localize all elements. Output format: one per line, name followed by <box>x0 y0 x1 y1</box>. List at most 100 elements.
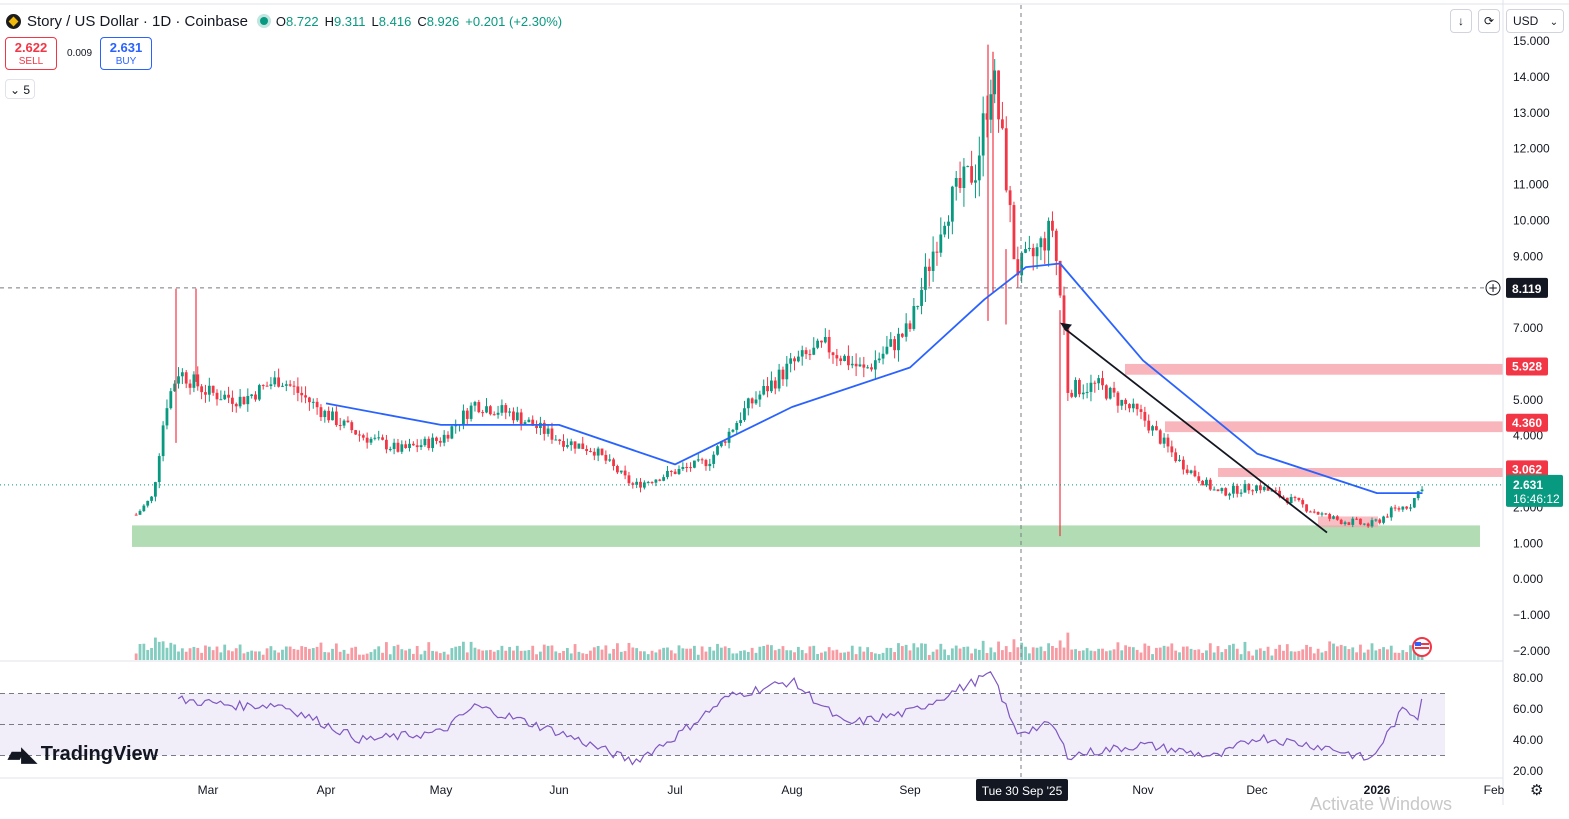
volume-bar <box>1174 650 1178 660</box>
tradingview-logo[interactable]: ▰◣ TradingView <box>8 742 158 767</box>
candle-body <box>1101 378 1104 386</box>
volume-bar <box>1374 650 1378 660</box>
close-key: C <box>417 13 427 29</box>
volume-bar <box>847 651 850 660</box>
volume-bar <box>200 652 204 660</box>
volume-bar <box>250 650 254 660</box>
volume-bar <box>1004 646 1008 660</box>
volume-bar <box>527 650 531 660</box>
rsi-tick-label: 60.00 <box>1513 702 1543 716</box>
candle-body <box>966 166 970 168</box>
volume-bar <box>1147 645 1151 660</box>
crosshair-price-box <box>1506 277 1548 298</box>
candle-body <box>277 377 281 387</box>
candle-body <box>1170 446 1174 453</box>
candle-body <box>1139 409 1143 412</box>
candle-body <box>331 411 334 421</box>
volume-bar <box>535 654 538 660</box>
volume-bar <box>473 647 477 660</box>
candle-body <box>257 385 261 400</box>
candle-body <box>1297 497 1301 501</box>
crosshair-date-label: Tue 30 Sep '25 <box>982 784 1063 798</box>
chevron-down-icon: ⌄ <box>9 83 21 97</box>
candle-body <box>1201 480 1205 486</box>
candle-body <box>731 429 735 432</box>
resistance-zone <box>1125 363 1503 375</box>
candle-body <box>627 475 631 484</box>
support-zone <box>132 525 1480 547</box>
candle-body <box>219 399 223 401</box>
candle-body <box>1262 486 1266 491</box>
volume-bar <box>581 653 585 660</box>
sell-button[interactable]: 2.622 SELL <box>5 37 57 70</box>
volume-bar <box>589 650 592 660</box>
trend-line <box>1063 327 1328 534</box>
candle-body <box>1393 507 1397 509</box>
download-button[interactable]: ↓ <box>1450 9 1472 33</box>
currency-select[interactable]: USD ⌄ <box>1506 9 1564 33</box>
volume-bar <box>712 650 716 660</box>
volume-bar <box>877 654 881 660</box>
indicators-toggle[interactable]: ⌄ 5 <box>5 79 35 99</box>
rsi-tick-label: 20.00 <box>1513 764 1543 778</box>
volume-bar <box>1139 652 1143 660</box>
symbol-title[interactable]: Story / US Dollar · 1D · Coinbase <box>27 12 248 30</box>
candle-body <box>546 428 550 434</box>
candle-body <box>292 385 296 387</box>
candle-body <box>646 482 650 484</box>
candle-body <box>234 403 238 407</box>
candle-body <box>408 443 411 449</box>
volume-bar <box>385 642 388 660</box>
volume-bar <box>1305 644 1308 660</box>
candle-body <box>1216 489 1220 492</box>
candle-body <box>1274 490 1278 492</box>
volume-bar <box>419 654 423 660</box>
candle-body <box>442 434 446 443</box>
volume-bar <box>219 652 223 660</box>
candle-body <box>581 443 585 450</box>
zone-price-label: 5.928 <box>1512 360 1542 374</box>
volume-bar <box>1297 651 1301 660</box>
volume-bar <box>627 642 631 660</box>
volume-bar <box>858 646 862 660</box>
volume-bar <box>816 654 820 660</box>
candle-body <box>677 468 681 474</box>
candle-body <box>431 437 435 449</box>
gear-icon[interactable]: ⚙ <box>1530 782 1544 799</box>
candle-body <box>850 363 854 366</box>
volume-bar <box>704 651 708 660</box>
candle-body <box>288 384 292 386</box>
candle-body <box>231 397 234 404</box>
candle-body <box>1066 327 1070 393</box>
buy-button[interactable]: 2.631 BUY <box>100 37 152 70</box>
candle-body <box>827 336 831 353</box>
candle-body <box>284 384 288 386</box>
candle-body <box>1027 247 1031 250</box>
candle-body <box>1335 516 1339 520</box>
candle-body <box>512 411 515 421</box>
candle-body <box>962 166 966 189</box>
refresh-button[interactable]: ⟳ <box>1478 9 1500 33</box>
volume-bar <box>981 640 985 660</box>
volume-bar <box>562 650 565 660</box>
candle-body <box>342 420 346 426</box>
candle-body <box>1120 399 1124 406</box>
volume-bar <box>1020 642 1024 660</box>
us-flag-icon[interactable] <box>1410 637 1434 657</box>
candle-body <box>1205 479 1208 486</box>
candle-body <box>500 405 504 413</box>
candle-body <box>681 466 685 469</box>
candle-body <box>1301 500 1305 505</box>
volume-bar <box>1409 645 1412 660</box>
high-value: 9.311 <box>333 13 366 29</box>
candle-body <box>885 346 889 354</box>
candle-body <box>796 356 800 362</box>
candle-body <box>481 412 485 414</box>
volume-bar <box>1220 652 1224 660</box>
candle-body <box>592 451 596 456</box>
candle-body <box>1162 437 1166 444</box>
last-price-box <box>1506 474 1563 507</box>
volume-bar <box>1181 646 1185 660</box>
volume-bar <box>1097 648 1101 660</box>
